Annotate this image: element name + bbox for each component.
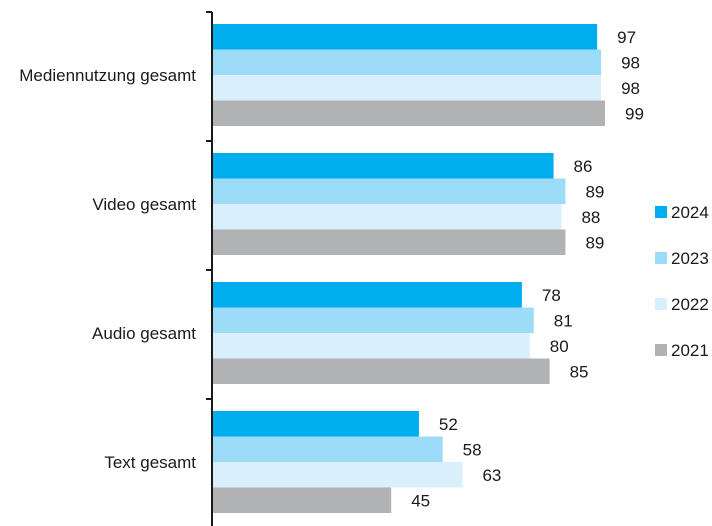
bar-2024-0 — [213, 24, 598, 50]
bar-2023-1 — [213, 178, 566, 204]
legend: 2024 2023 2022 2021 — [655, 203, 709, 360]
value-label: 99 — [625, 104, 644, 123]
bar-2024-3 — [213, 411, 419, 437]
bar-2024-2 — [213, 282, 522, 308]
legend-label: 2022 — [671, 295, 709, 314]
bar-2021-0 — [213, 100, 606, 126]
legend-swatch-2022 — [655, 298, 667, 310]
legend-swatch-2023 — [655, 252, 667, 264]
value-label: 97 — [617, 28, 636, 47]
bar-2024-1 — [213, 153, 554, 179]
bar-2023-2 — [213, 307, 534, 333]
value-label: 98 — [621, 53, 640, 72]
legend-swatch-2024 — [655, 206, 667, 218]
bar-2022-1 — [213, 204, 562, 230]
bar-2022-0 — [213, 75, 602, 101]
value-label: 85 — [570, 362, 589, 381]
category-axis — [206, 11, 213, 526]
value-label: 45 — [411, 491, 430, 510]
value-label: 86 — [574, 157, 593, 176]
value-label: 78 — [542, 286, 561, 305]
bars-layer — [213, 24, 606, 513]
legend-label: 2023 — [671, 249, 709, 268]
bar-2022-2 — [213, 333, 530, 359]
legend-label: 2024 — [671, 203, 709, 222]
bar-2021-1 — [213, 229, 566, 255]
bar-2023-0 — [213, 49, 602, 75]
category-labels-layer: Mediennutzung gesamt Video gesamt Audio ge… — [19, 66, 196, 472]
value-label: 89 — [585, 233, 604, 252]
value-label: 80 — [550, 337, 569, 356]
bar-2021-3 — [213, 487, 392, 513]
value-label: 88 — [581, 208, 600, 227]
category-label: Video gesamt — [92, 195, 196, 214]
category-label: Text gesamt — [104, 453, 196, 472]
bar-2022-3 — [213, 462, 463, 488]
legend-label: 2021 — [671, 341, 709, 360]
value-label: 63 — [482, 466, 501, 485]
category-label: Mediennutzung gesamt — [19, 66, 196, 85]
legend-swatch-2021 — [655, 344, 667, 356]
category-label: Audio gesamt — [92, 324, 196, 343]
value-label: 52 — [439, 415, 458, 434]
value-label: 81 — [554, 311, 573, 330]
bar-2023-3 — [213, 436, 443, 462]
value-label: 89 — [585, 182, 604, 201]
value-label: 58 — [463, 440, 482, 459]
value-label: 98 — [621, 79, 640, 98]
bar-2021-2 — [213, 358, 550, 384]
